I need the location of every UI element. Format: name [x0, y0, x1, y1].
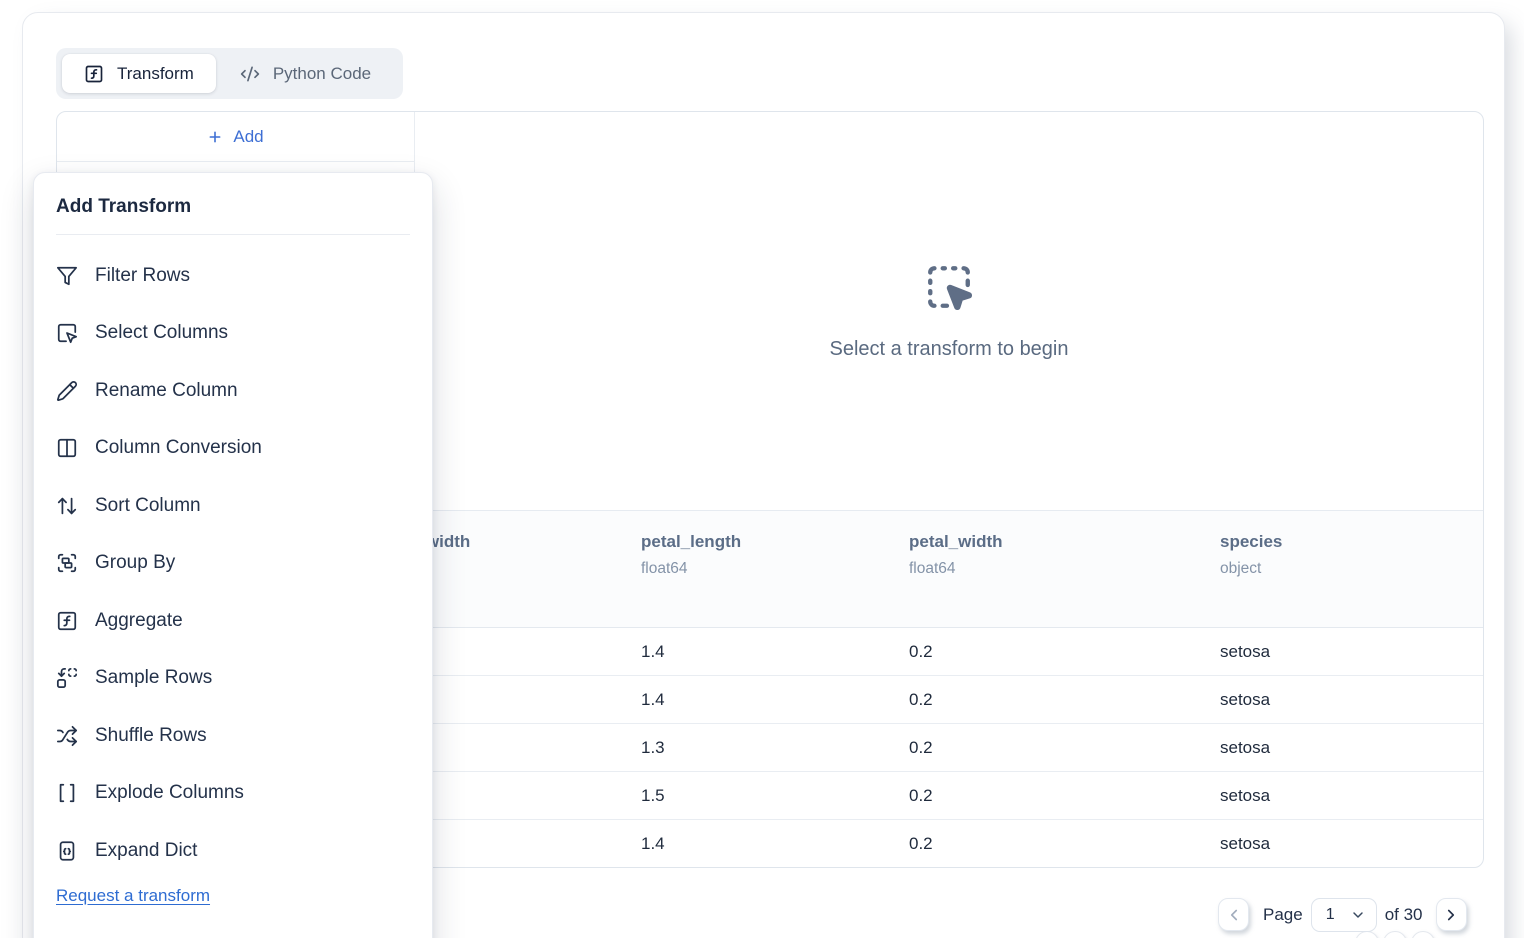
menu-item-shuffle-rows[interactable]: Shuffle Rows	[56, 707, 410, 765]
table-row[interactable]: 1.3 0.2 setosa	[57, 724, 1483, 772]
cell-species: setosa	[1220, 737, 1271, 757]
table-row[interactable]: 1.4 0.2 setosa	[57, 628, 1483, 676]
column-name: species	[1220, 532, 1283, 551]
empty-state-message: Select a transform to begin	[829, 337, 1069, 360]
arrow-up-down-icon	[57, 497, 77, 514]
add-transform-menu: Add Transform Filter Rows Select Columns	[33, 172, 433, 938]
cell-petal-length: 1.3	[641, 737, 665, 757]
menu-item-label: Shuffle Rows	[95, 724, 207, 746]
menu-item-label: Group By	[95, 552, 176, 574]
prev-page-button[interactable]	[1218, 898, 1249, 931]
menu-item-filter-rows[interactable]: Filter Rows	[56, 247, 410, 305]
menu-item-sort-column[interactable]: Sort Column	[56, 477, 410, 535]
table-row[interactable]: 1.5 0.2 setosa	[57, 772, 1483, 820]
menu-items: Filter Rows Select Columns Rename Column	[56, 235, 410, 906]
menu-item-label: Aggregate	[95, 609, 183, 631]
column-dtype: float64	[909, 560, 956, 577]
pencil-icon	[56, 380, 78, 401]
cell-species: setosa	[1220, 834, 1271, 853]
cell-petal-width: 0.2	[909, 737, 933, 757]
menu-item-explode-columns[interactable]: Explode Columns	[56, 765, 410, 823]
column-name: petal_length	[641, 532, 742, 551]
cutoff-button[interactable]	[1383, 931, 1407, 938]
menu-item-aggregate[interactable]: Aggregate	[56, 592, 410, 650]
column-dtype: float64	[641, 560, 688, 577]
page-select-value: 1	[1325, 905, 1335, 923]
columns-icon	[57, 439, 77, 458]
column-header[interactable]: petal_width float64	[885, 511, 1196, 627]
cell-species: setosa	[1220, 689, 1271, 709]
menu-item-column-conversion[interactable]: Column Conversion	[56, 420, 410, 478]
cell-petal-length: 1.4	[641, 641, 665, 661]
menu-item-label: Expand Dict	[95, 839, 198, 861]
table-row[interactable]: 1.4 0.2 setosa	[57, 820, 1483, 868]
square-mouse-pointer-icon	[57, 324, 78, 344]
add-transform-button[interactable]: Add	[57, 112, 414, 162]
menu-title: Add Transform	[56, 173, 410, 235]
tab-bar: Transform Python Code	[56, 48, 404, 99]
plus-icon	[209, 131, 221, 142]
chevron-right-icon	[1447, 909, 1455, 920]
menu-item-label: Explode Columns	[95, 782, 244, 804]
cell-species: setosa	[1220, 785, 1271, 805]
menu-item-select-columns[interactable]: Select Columns	[56, 305, 410, 363]
cell-petal-length: 1.4	[641, 689, 665, 709]
menu-item-group-by[interactable]: Group By	[56, 535, 410, 593]
cell-petal-length: 1.4	[641, 834, 665, 853]
cutoff-button[interactable]	[1411, 931, 1435, 938]
chevron-left-icon	[1230, 909, 1237, 920]
add-button-label: Add	[233, 126, 264, 146]
empty-state: Select a transform to begin	[415, 112, 1483, 510]
page-select[interactable]: 1	[1310, 897, 1377, 932]
square-dashed-mouse-pointer-icon	[928, 265, 972, 310]
cell-petal-width: 0.2	[909, 689, 933, 709]
cell-petal-width: 0.2	[909, 785, 933, 805]
table-row[interactable]: 1.4 0.2 setosa	[57, 676, 1483, 724]
tab-python-code-label: Python Code	[272, 63, 372, 83]
chevron-down-icon	[1352, 911, 1363, 918]
column-header[interactable]: species object	[1196, 511, 1485, 627]
page-label: Page	[1263, 904, 1303, 924]
cell-petal-length: 1.5	[641, 785, 665, 805]
menu-item-sample-rows[interactable]: Sample Rows	[56, 650, 410, 708]
function-square-icon	[85, 65, 103, 82]
column-header[interactable]: petal_length float64	[617, 511, 885, 627]
menu-item-label: Filter Rows	[95, 264, 191, 286]
pagination: Page 1 of 30	[1218, 897, 1467, 932]
file-braces-icon	[59, 841, 75, 861]
function-square-icon	[57, 611, 77, 630]
column-dtype: object	[1220, 560, 1262, 577]
code-icon	[240, 66, 259, 81]
request-transform-link[interactable]: Request a transform	[56, 885, 211, 905]
cell-species: setosa	[1220, 641, 1271, 661]
page-count-label: of 30	[1384, 904, 1423, 924]
tab-transform-label: Transform	[117, 63, 194, 83]
tab-python-code[interactable]: Python Code	[216, 54, 397, 93]
group-icon	[57, 554, 77, 573]
cell-petal-width: 0.2	[909, 641, 933, 661]
column-name: petal_width	[909, 532, 1003, 551]
menu-item-label: Rename Column	[95, 379, 238, 401]
menu-item-label: Sort Column	[95, 494, 201, 516]
menu-item-expand-dict[interactable]: Expand Dict	[56, 822, 410, 880]
menu-item-label: Select Columns	[95, 322, 229, 344]
menu-item-rename-column[interactable]: Rename Column	[56, 362, 410, 420]
cell-petal-width: 0.2	[909, 834, 933, 853]
menu-item-label: Column Conversion	[95, 437, 262, 459]
replace-icon	[56, 668, 78, 689]
next-page-button[interactable]	[1435, 898, 1467, 931]
brackets-icon	[59, 784, 75, 803]
shuffle-icon	[56, 725, 78, 746]
cutoff-button[interactable]	[1355, 931, 1379, 938]
tab-transform[interactable]: Transform	[62, 54, 216, 93]
menu-item-label: Sample Rows	[95, 667, 213, 689]
funnel-icon	[56, 266, 78, 285]
